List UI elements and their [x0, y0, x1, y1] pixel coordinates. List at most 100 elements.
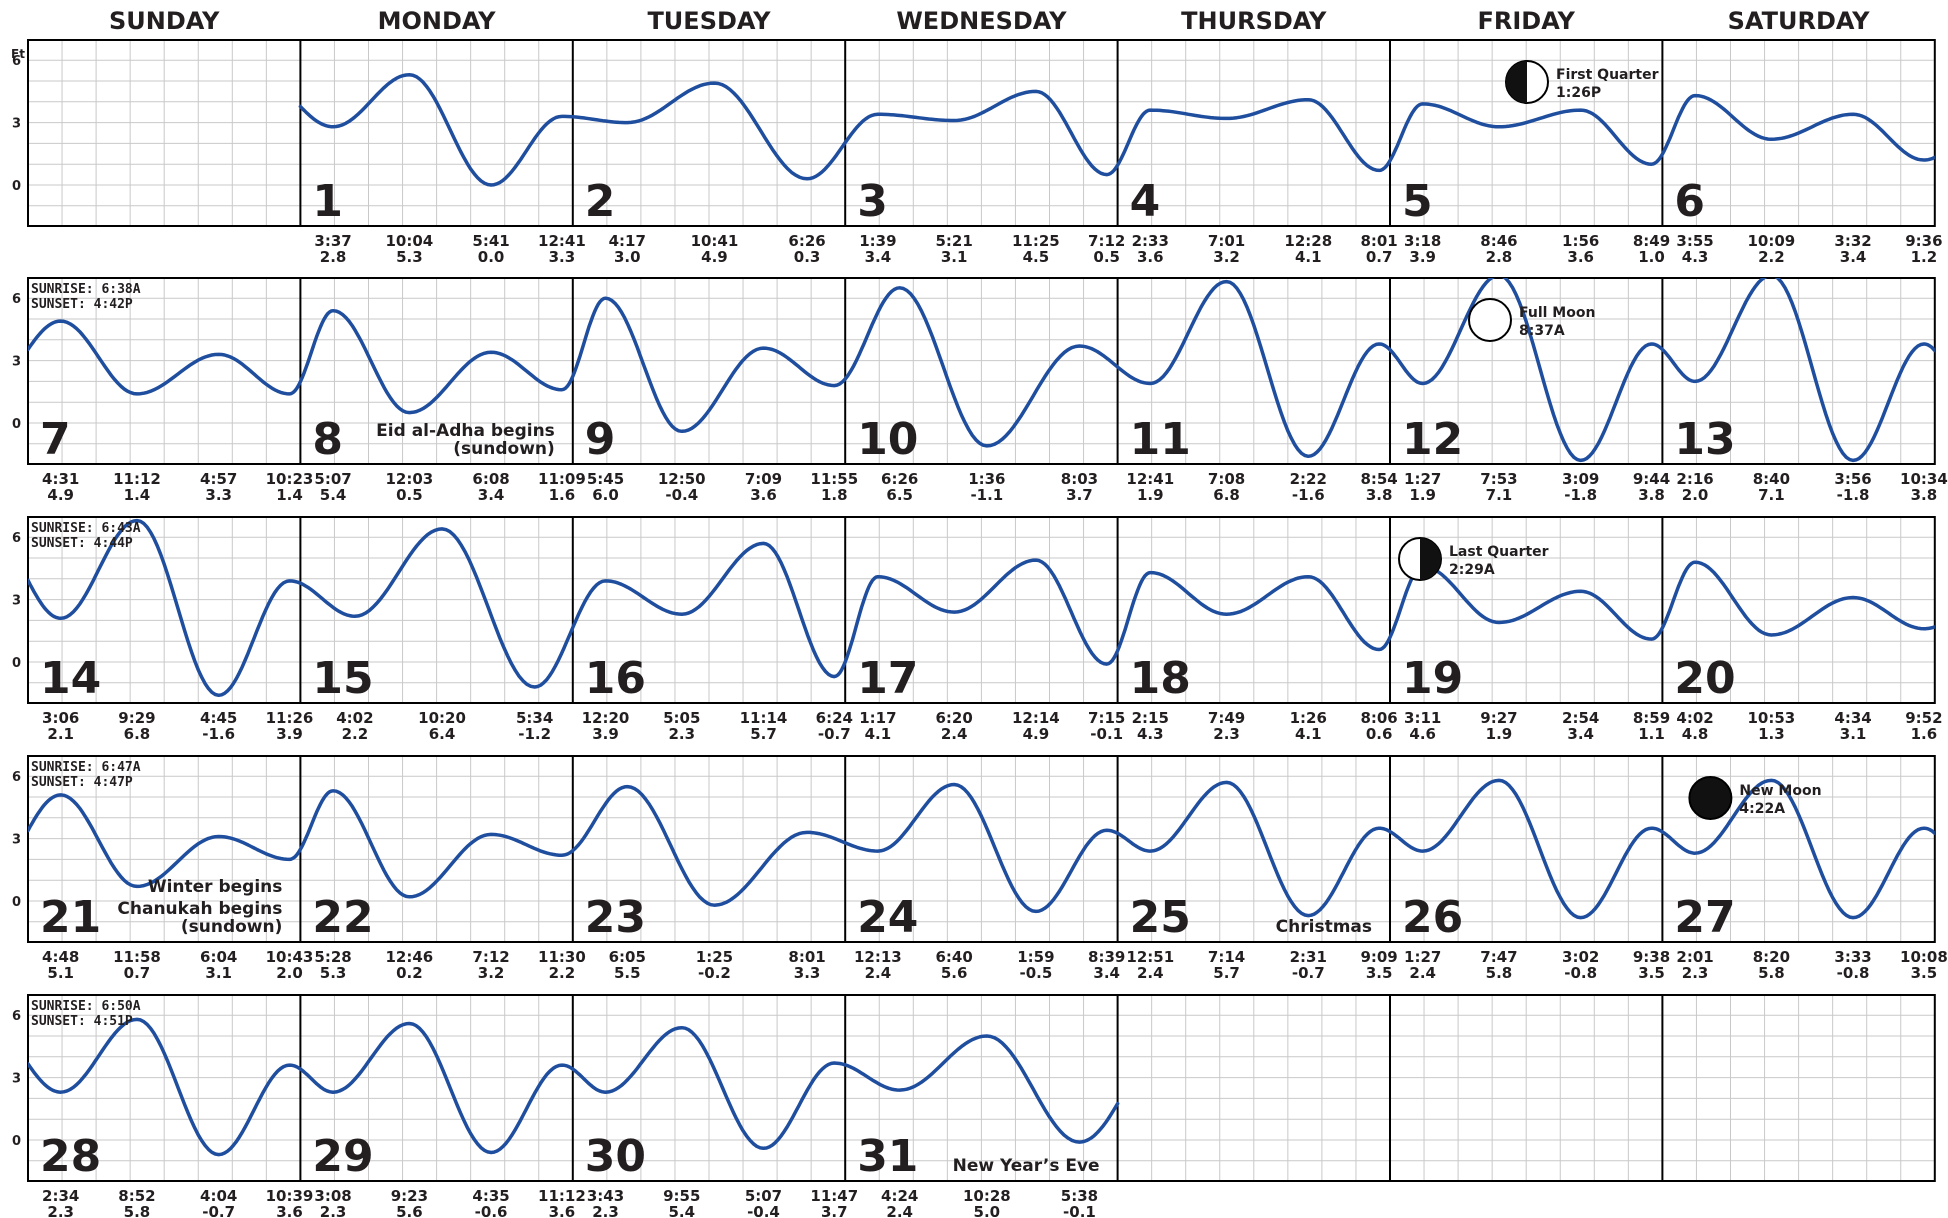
tide-height: 3.2 [478, 964, 505, 982]
tide-height: 0.2 [396, 964, 423, 982]
tide-height: -0.5 [1019, 964, 1052, 982]
day-number: 21 [40, 892, 101, 943]
tide-height: 1.0 [1638, 248, 1665, 266]
tide-time: 10:09 [1747, 232, 1795, 250]
tide-time: 3:08 [314, 1187, 351, 1205]
tide-height: 2.4 [886, 1203, 913, 1218]
tide-height: 4.5 [1023, 248, 1050, 266]
tide-time: 9:23 [391, 1187, 428, 1205]
tide-time: 4:17 [609, 232, 646, 250]
tide-height: 4.3 [1137, 725, 1164, 743]
tide-height: 1.4 [276, 486, 303, 504]
event-label: New Year’s Eve [953, 1156, 1100, 1176]
tide-time: 4:02 [336, 709, 373, 727]
tide-height: 4.3 [1682, 248, 1709, 266]
tide-height: 3.0 [614, 248, 641, 266]
moon-phase-label: New Moon [1739, 783, 1821, 799]
weekday-header: SUNDAY [109, 7, 220, 35]
tide-time: 2:16 [1676, 470, 1713, 488]
y-tick-label: 3 [12, 355, 21, 370]
tide-time: 7:14 [1208, 948, 1245, 966]
tide-time: 1:27 [1404, 948, 1441, 966]
tide-height: 5.7 [750, 725, 777, 743]
moon-shade [1420, 538, 1441, 580]
tide-time: 6:08 [472, 470, 509, 488]
moon-phase-icon [1688, 776, 1733, 820]
tide-time: 6:20 [936, 709, 973, 727]
week-row: 630 13:372.810:045.35:410.012:413.324:173… [12, 39, 1943, 266]
tide-height: 5.4 [668, 1203, 695, 1218]
tide-height: 2.1 [47, 725, 74, 743]
tide-height: -1.2 [518, 725, 551, 743]
tide-height: 3.6 [750, 486, 777, 504]
day-number: 23 [585, 892, 646, 943]
moon-phase-icon [1505, 60, 1549, 104]
tide-height: 2.3 [592, 1203, 619, 1218]
tide-time: 1:39 [859, 232, 896, 250]
tide-height: 6.0 [592, 486, 619, 504]
tide-time: 11:47 [810, 1187, 858, 1205]
tide-height: 1.9 [1137, 486, 1164, 504]
weekday-header: MONDAY [378, 7, 497, 35]
tide-time: 8:06 [1360, 709, 1397, 727]
tide-height: 1.8 [821, 486, 848, 504]
tide-height: 2.4 [941, 725, 968, 743]
tide-time: 12:14 [1012, 709, 1060, 727]
tide-height: -0.6 [475, 1203, 508, 1218]
tide-time: 5:41 [472, 232, 509, 250]
y-tick-label: 0 [12, 656, 21, 671]
tide-height: 3.3 [549, 248, 576, 266]
tide-height: 3.5 [1366, 964, 1393, 982]
day-number: 1 [312, 176, 343, 227]
tide-height: 7.1 [1486, 486, 1513, 504]
tide-time: 4:04 [200, 1187, 237, 1205]
tide-time: 1:56 [1562, 232, 1599, 250]
tide-height: 3.7 [1066, 486, 1093, 504]
tide-height: 5.4 [320, 486, 347, 504]
y-tick-label: 6 [12, 292, 21, 307]
y-tick-label: 6 [12, 1009, 21, 1024]
tide-height: 2.3 [1682, 964, 1709, 982]
tide-time: 10:34 [1900, 470, 1948, 488]
week-frame [27, 39, 1936, 227]
tide-time: 1:17 [859, 709, 896, 727]
tide-time: 11:30 [538, 948, 586, 966]
tide-time: 5:07 [745, 1187, 782, 1205]
tide-time: 3:32 [1834, 232, 1871, 250]
tide-height: 3.9 [276, 725, 303, 743]
y-tick-label: 0 [12, 1134, 21, 1149]
sunset-label: SUNSET: 4:51P [31, 1014, 133, 1029]
tide-height: -0.7 [202, 1203, 235, 1218]
day-number: 2 [585, 176, 616, 227]
tide-height: 3.3 [794, 964, 821, 982]
tide-height: 5.0 [974, 1203, 1001, 1218]
tide-height: 2.8 [320, 248, 347, 266]
tide-time: 3:55 [1676, 232, 1713, 250]
tide-height: -1.1 [970, 486, 1003, 504]
tide-height: 3.1 [205, 964, 232, 982]
week-frame [27, 755, 1936, 943]
event-label: Winter begins [148, 877, 283, 897]
tide-height: 2.3 [320, 1203, 347, 1218]
tide-height: 1.1 [1638, 725, 1665, 743]
tide-height: 3.4 [478, 486, 505, 504]
tide-time: 4:35 [472, 1187, 509, 1205]
tide-time: 3:33 [1834, 948, 1871, 966]
tide-height: 4.9 [701, 248, 728, 266]
tide-time: 1:25 [696, 948, 733, 966]
tide-height: 3.5 [1638, 964, 1665, 982]
tide-height: -0.4 [747, 1203, 780, 1218]
tide-height: 3.2 [1213, 248, 1240, 266]
tide-time: 9:36 [1905, 232, 1942, 250]
tide-time: 5:45 [587, 470, 624, 488]
day-number: 28 [40, 1131, 101, 1182]
grid [28, 278, 1935, 464]
tide-height: 6.4 [429, 725, 456, 743]
tide-time: 6:04 [200, 948, 237, 966]
tide-time: 5:21 [936, 232, 973, 250]
tide-height: 2.8 [1486, 248, 1513, 266]
tide-time: 8:03 [1061, 470, 1098, 488]
tide-height: 1.6 [1911, 725, 1938, 743]
tide-height: 2.2 [1758, 248, 1785, 266]
